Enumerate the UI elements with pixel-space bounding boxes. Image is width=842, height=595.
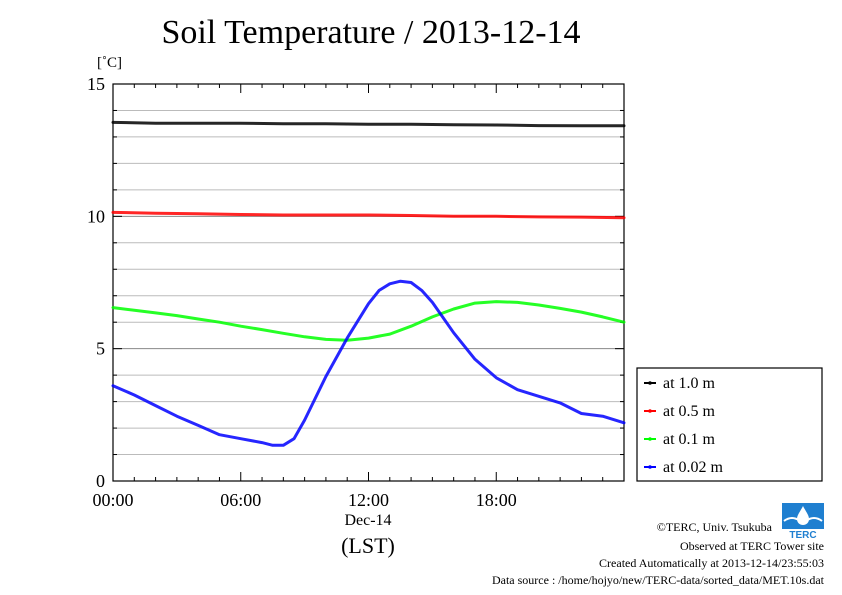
legend-marker [648,381,652,385]
footer-observed: Observed at TERC Tower site [679,539,824,553]
legend-marker [648,409,652,413]
legend-label: at 1.0 m [663,375,716,392]
x-tick-label: 06:00 [220,490,261,510]
series-line [111,300,626,342]
legend-box [636,367,823,482]
chart-title: Soil Temperature / 2013-12-14 [161,14,581,51]
y-tick-label: 0 [96,471,105,491]
x-axis-label: (LST) [341,533,395,558]
series-line [111,210,626,220]
x-tick-label: 18:00 [476,490,517,510]
logo-text: TERC [789,530,816,539]
plot-frame [112,83,625,482]
footer-source: Data source : /home/hojyo/new/TERC-data/… [491,573,824,587]
x-tick-label: 12:00 [348,490,389,510]
x-tick-label: 00:00 [92,490,133,510]
series-line [111,279,626,447]
legend-marker [648,437,652,441]
legend-label: at 0.5 m [663,403,716,420]
y-tick-label: 5 [96,339,105,359]
footer-copyright: ©TERC, Univ. Tsukuba [656,520,772,534]
legend-label: at 0.1 m [663,431,716,448]
legend-label: at 0.02 m [663,459,724,476]
series-line [111,120,626,128]
legend-marker [648,465,652,469]
terc-logo-icon: TERC [782,503,824,539]
y-tick-label: 15 [87,74,105,94]
footer-created: Created Automatically at 2013-12-14/23:5… [599,556,824,570]
y-axis-unit-label: [˚C] [97,55,122,71]
y-tick-label: 10 [87,206,105,226]
date-label: Dec-14 [344,512,392,529]
